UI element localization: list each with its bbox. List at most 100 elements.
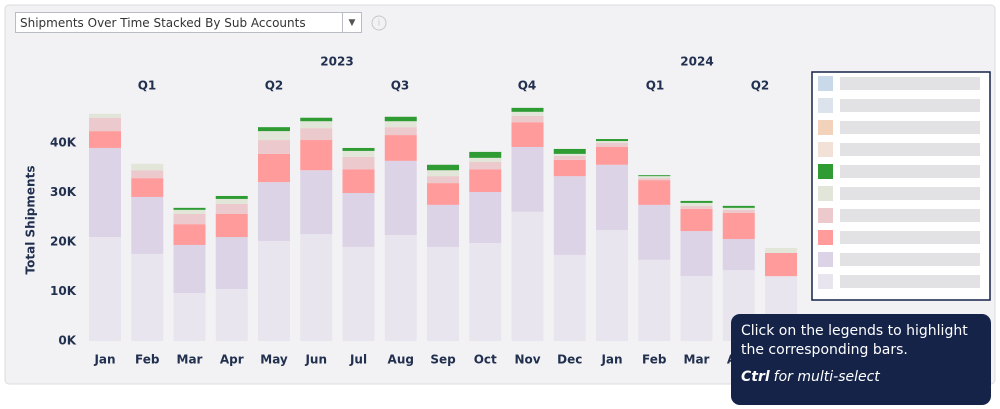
bar-segment <box>765 247 797 253</box>
bar-segment <box>427 204 459 247</box>
bar-segment <box>511 107 544 112</box>
bar-segment <box>173 213 206 225</box>
bar-segment <box>722 239 755 271</box>
x-tick-label: Oct <box>474 353 497 367</box>
bar-segment <box>342 156 375 170</box>
bar-segment <box>258 127 290 132</box>
bar-segment <box>300 170 333 235</box>
bar-segment <box>131 196 164 254</box>
x-tick-label: Dec <box>557 353 582 367</box>
x-tick-label: Jun <box>304 353 327 367</box>
legend-label-blurred <box>840 77 980 90</box>
select-arrow[interactable]: ▼ <box>342 13 361 32</box>
bar-segment <box>553 254 586 341</box>
legend-label-blurred <box>840 143 980 156</box>
bar-segment <box>300 117 333 122</box>
bar-segment <box>215 237 248 290</box>
x-tick-label: Feb <box>135 353 160 367</box>
y-tick-label: 30K <box>50 185 77 199</box>
bar-segment <box>427 170 459 177</box>
bar-segment <box>384 116 417 122</box>
y-axis-title: Total Shipments <box>24 166 38 275</box>
x-tick-label: May <box>260 353 288 367</box>
x-tick-label: Jan <box>93 353 115 367</box>
bar-segment <box>638 178 671 181</box>
x-tick-label: Jan <box>600 353 622 367</box>
bar-segment <box>427 246 459 341</box>
bar-segment <box>680 231 713 277</box>
bar-segment <box>300 140 333 171</box>
bar-segment <box>215 195 248 199</box>
bar-segment <box>300 128 333 141</box>
bar-segment <box>722 207 755 210</box>
info-icon[interactable] <box>371 15 387 31</box>
bar-segment <box>342 147 375 151</box>
bar-segment <box>384 235 417 341</box>
bar-segment <box>384 135 417 161</box>
legend-swatch[interactable] <box>818 230 833 245</box>
bar-segment <box>511 111 544 116</box>
y-tick-label: 40K <box>50 136 77 150</box>
bar-segment <box>384 160 417 236</box>
bar-segment <box>173 244 206 293</box>
bar-segment <box>680 276 713 341</box>
legend-swatch[interactable] <box>818 208 833 223</box>
x-tick-label: Sep <box>430 353 456 367</box>
legend-label-blurred <box>840 165 980 178</box>
bar-segment <box>511 122 544 147</box>
legend-swatch[interactable] <box>818 252 833 267</box>
bar-segment <box>89 237 121 341</box>
bar-segment <box>173 224 206 245</box>
bar-segment <box>173 209 206 214</box>
bar-segment <box>300 234 333 341</box>
hint-key: Ctrl <box>741 369 770 385</box>
bar-segment <box>722 212 755 240</box>
bar-segment <box>215 198 248 204</box>
bar-segment <box>469 151 502 158</box>
legend-swatch[interactable] <box>818 186 833 201</box>
hint-tooltip: Click on the legends to highlight the co… <box>731 314 991 405</box>
bar-segment <box>427 176 459 184</box>
bar-segment <box>553 153 586 156</box>
legend-label-blurred <box>840 121 980 134</box>
legend-swatch[interactable] <box>818 98 833 113</box>
bar-segment <box>469 169 502 193</box>
legend-label-blurred <box>840 99 980 112</box>
bar-segment <box>596 146 628 165</box>
bar-segment <box>596 164 628 231</box>
legend-swatch[interactable] <box>818 76 833 91</box>
bar-segment <box>680 205 713 209</box>
bar-segment <box>89 131 121 148</box>
bar-segment <box>596 143 628 147</box>
bar-segment <box>722 205 755 208</box>
legend-swatch[interactable] <box>818 274 833 289</box>
bar-segment <box>173 292 206 341</box>
legend-label-blurred <box>840 209 980 222</box>
bar-segment <box>722 209 755 213</box>
bar-segment <box>469 157 502 162</box>
quarter-label: Q1 <box>646 79 665 93</box>
bar-segment <box>342 150 375 157</box>
bar-segment <box>638 204 671 260</box>
x-tick-label: Apr <box>220 353 244 367</box>
bar-segment <box>511 211 544 341</box>
bar-segment <box>131 163 164 171</box>
quarter-label: Q2 <box>751 79 770 93</box>
bar-segment <box>258 153 290 183</box>
legend-swatch[interactable] <box>818 120 833 135</box>
x-tick-label: Jul <box>349 353 367 367</box>
bar-segment <box>511 115 544 123</box>
bar-segment <box>553 176 586 255</box>
info-glyph: i <box>378 19 381 29</box>
chart-select[interactable]: Shipments Over Time Stacked By Sub Accou… <box>15 12 362 33</box>
legend-label-blurred <box>840 231 980 244</box>
bar-segment <box>469 242 502 341</box>
bar-segment <box>215 203 248 214</box>
legend-swatch[interactable] <box>818 164 833 179</box>
bar-segment <box>131 170 164 179</box>
legend-swatch[interactable] <box>818 142 833 157</box>
legend-label-blurred <box>840 187 980 200</box>
bar-segment <box>638 176 671 179</box>
